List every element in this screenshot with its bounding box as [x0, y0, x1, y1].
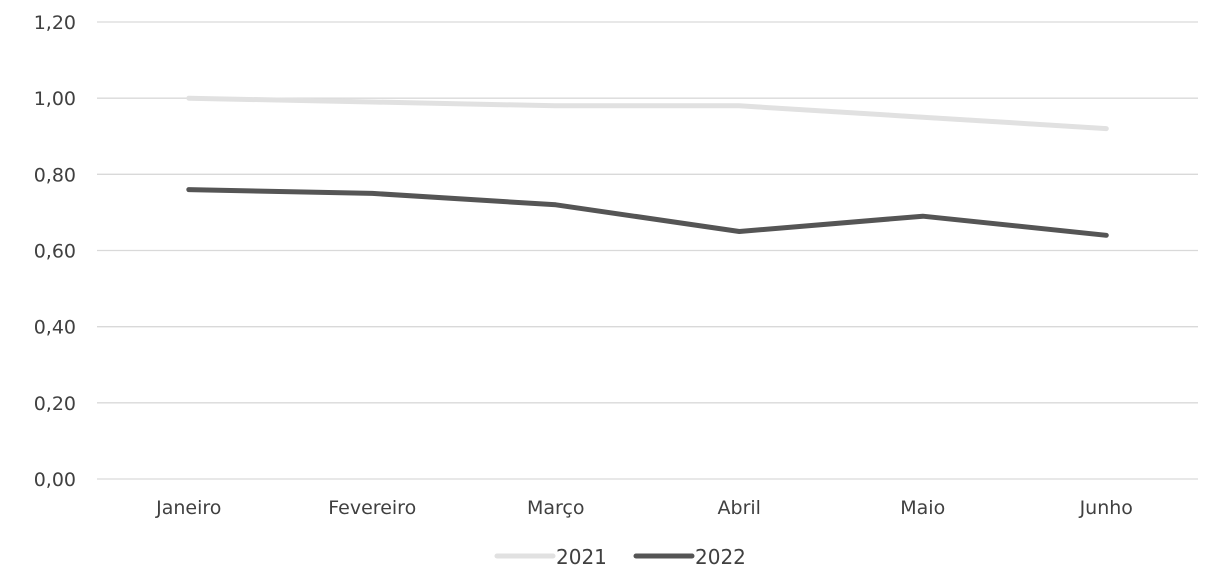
x-tick-label: Junho — [1079, 497, 1133, 519]
y-tick-label: 0,80 — [34, 164, 76, 186]
legend-label-2021: 2021 — [556, 545, 607, 568]
y-tick-label: 0,40 — [34, 317, 76, 339]
legend-label-2022: 2022 — [695, 545, 746, 568]
x-axis-tick-labels: Janeiro Fevereiro Março Abril Maio Junho — [155, 497, 1133, 519]
series-line-2022 — [186, 187, 1109, 238]
series-line-2021 — [186, 95, 1109, 132]
x-tick-label: Fevereiro — [328, 497, 416, 519]
y-tick-label: 0,00 — [34, 469, 76, 491]
y-tick-label: 1,20 — [34, 12, 76, 34]
x-tick-label: Maio — [900, 497, 945, 519]
y-tick-label: 0,60 — [34, 241, 76, 263]
x-tick-label: Março — [527, 497, 585, 519]
series-lines — [186, 95, 1109, 238]
y-tick-label: 1,00 — [34, 88, 76, 110]
x-tick-label: Abril — [718, 497, 761, 519]
y-tick-label: 0,20 — [34, 393, 76, 415]
y-axis-tick-labels: 0,00 0,20 0,40 0,60 0,80 1,00 1,20 — [34, 12, 76, 491]
gridlines — [97, 21, 1198, 480]
legend: 2021 2022 — [494, 545, 746, 568]
x-tick-label: Janeiro — [155, 497, 221, 519]
